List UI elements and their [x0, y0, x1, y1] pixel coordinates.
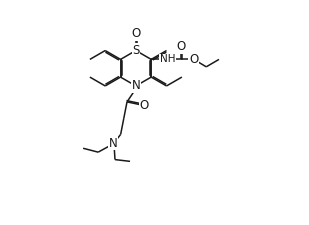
Text: S: S — [132, 44, 140, 57]
Text: N: N — [109, 137, 118, 150]
Text: N: N — [132, 79, 140, 92]
Text: O: O — [189, 53, 198, 66]
Text: O: O — [131, 27, 141, 40]
Text: O: O — [176, 40, 185, 53]
Text: O: O — [139, 99, 149, 112]
Text: NH: NH — [160, 54, 175, 64]
